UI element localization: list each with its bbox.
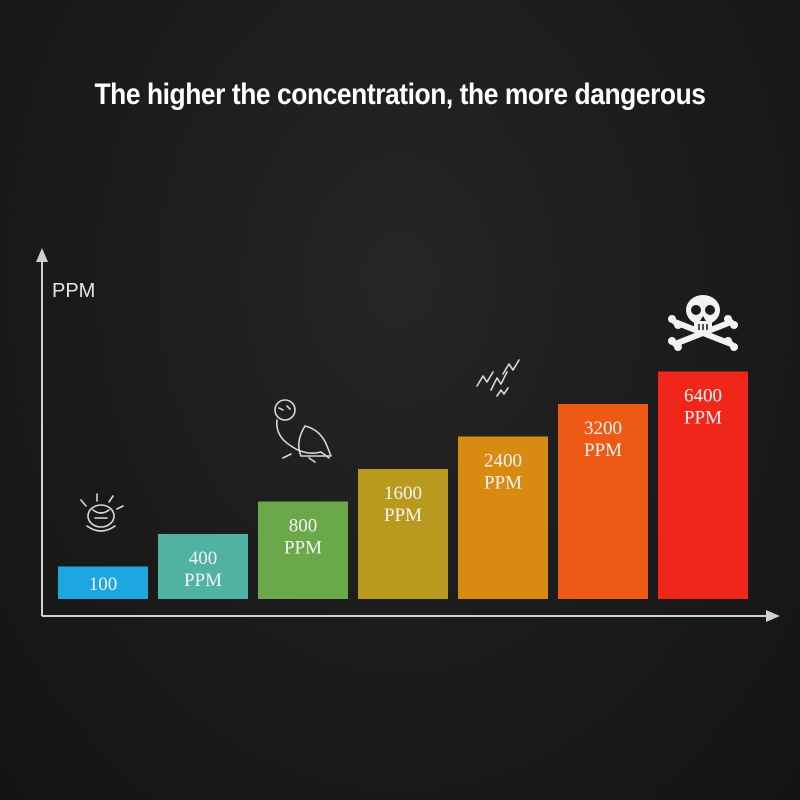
- bar-label: 100: [89, 574, 118, 595]
- x-axis-arrow: [766, 610, 780, 622]
- bar-label: 1600: [384, 483, 422, 504]
- bar-3200: [558, 404, 648, 599]
- bar-label: 6400: [684, 386, 722, 407]
- bar-label: PPM: [184, 570, 222, 591]
- bar-label: 400: [189, 548, 218, 569]
- skull-crossbones-icon: [668, 295, 738, 351]
- bar-label: PPM: [684, 408, 722, 429]
- icons-group: [80, 295, 738, 532]
- bar-label: PPM: [584, 440, 622, 461]
- bars-group: 100400PPM800PPM1600PPM2400PPM3200PPM6400…: [58, 371, 748, 599]
- bar-label: PPM: [484, 473, 522, 494]
- y-axis-arrow: [36, 248, 48, 262]
- bar-6400: [658, 371, 748, 599]
- chart-title: The higher the concentration, the more d…: [94, 78, 706, 111]
- bar-label: 3200: [584, 418, 622, 439]
- y-axis-label: PPM: [52, 280, 95, 302]
- dizzy-person-icon: [274, 399, 332, 463]
- bar-label: PPM: [384, 505, 422, 526]
- bar-800: [258, 501, 348, 599]
- bar-label: 800: [289, 516, 318, 537]
- bar-2400: [458, 436, 548, 599]
- shock-icon: [476, 359, 520, 397]
- bar-100: [58, 566, 148, 599]
- bar-1600: [358, 469, 448, 599]
- headache-icon: [80, 493, 124, 532]
- bar-label: PPM: [284, 538, 322, 559]
- bar-400: [158, 534, 248, 599]
- bar-label: 2400: [484, 451, 522, 472]
